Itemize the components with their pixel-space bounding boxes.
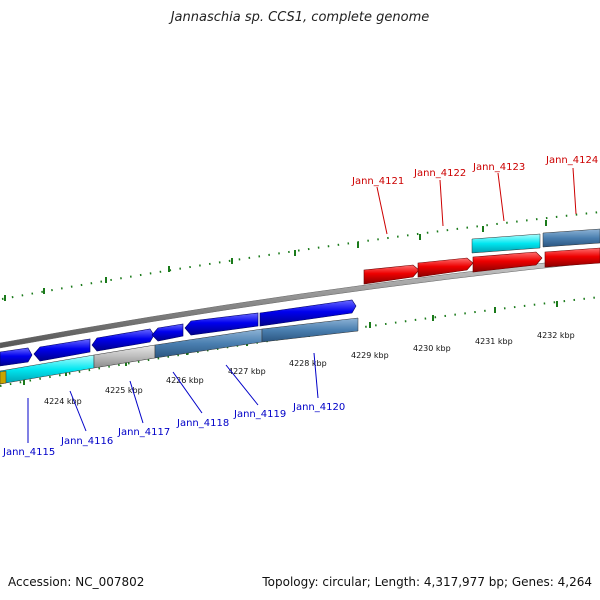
red-gene-labels: Jann_4121 Jann_4122 Jann_4123 Jann_4124	[351, 155, 598, 187]
reverse-upper-track	[471, 228, 600, 254]
gene-arrow[interactable]	[363, 264, 420, 285]
blue-gene-labels: Jann_4115 Jann_4116 Jann_4117 Jann_4118 …	[2, 402, 345, 458]
kbp-label: 4230 kbp	[413, 344, 451, 353]
gene-arrow[interactable]	[184, 312, 259, 336]
gene-label[interactable]: Jann_4116	[60, 436, 113, 447]
gene-block[interactable]	[471, 233, 541, 254]
gene-label[interactable]: Jann_4117	[117, 427, 170, 438]
red-leader-lines	[376, 167, 577, 235]
gene-label[interactable]: Jann_4124	[545, 155, 598, 166]
gene-block[interactable]	[542, 228, 600, 248]
kbp-label: 4229 kbp	[351, 351, 389, 360]
kbp-labels: 4224 kbp 4225 kbp 4226 kbp 4227 kbp 4228…	[44, 331, 575, 406]
kbp-label: 4227 kbp	[228, 367, 266, 376]
kbp-label: 4225 kbp	[105, 386, 143, 395]
kbp-label: 4228 kbp	[289, 359, 327, 368]
gene-label[interactable]: Jann_4115	[2, 447, 55, 458]
gene-block[interactable]	[0, 370, 7, 385]
gene-label[interactable]: Jann_4122	[413, 168, 466, 179]
gene-arrow[interactable]	[472, 251, 543, 273]
kbp-label: 4226 kbp	[166, 376, 204, 385]
kbp-label: 4232 kbp	[537, 331, 575, 340]
gene-label[interactable]: Jann_4121	[351, 176, 404, 187]
blue-gene-track	[0, 299, 357, 367]
gene-arrow[interactable]	[417, 257, 474, 278]
gene-arrow[interactable]	[33, 338, 91, 362]
gene-arrow[interactable]	[544, 247, 600, 268]
gene-arrow[interactable]	[0, 347, 33, 367]
kbp-label: 4224 kbp	[44, 397, 82, 406]
gene-arrow[interactable]	[259, 299, 357, 327]
gene-label[interactable]: Jann_4120	[292, 402, 345, 413]
genome-backbone	[0, 256, 600, 349]
gene-block[interactable]	[261, 317, 359, 343]
kbp-label: 4231 kbp	[475, 337, 513, 346]
gene-label[interactable]: Jann_4123	[472, 162, 525, 173]
genome-title: Jannaschia sp. CCS1, complete genome	[170, 10, 430, 25]
blue-leader-lines	[27, 352, 319, 443]
gene-label[interactable]: Jann_4119	[233, 409, 286, 420]
gene-label[interactable]: Jann_4118	[176, 418, 229, 429]
forward-lower-track	[0, 317, 359, 385]
topology-text: Topology: circular; Length: 4,317,977 bp…	[262, 575, 592, 589]
red-gene-track	[363, 247, 600, 285]
accession-text: Accession: NC_007802	[8, 575, 145, 589]
gene-arrow[interactable]	[151, 323, 184, 342]
